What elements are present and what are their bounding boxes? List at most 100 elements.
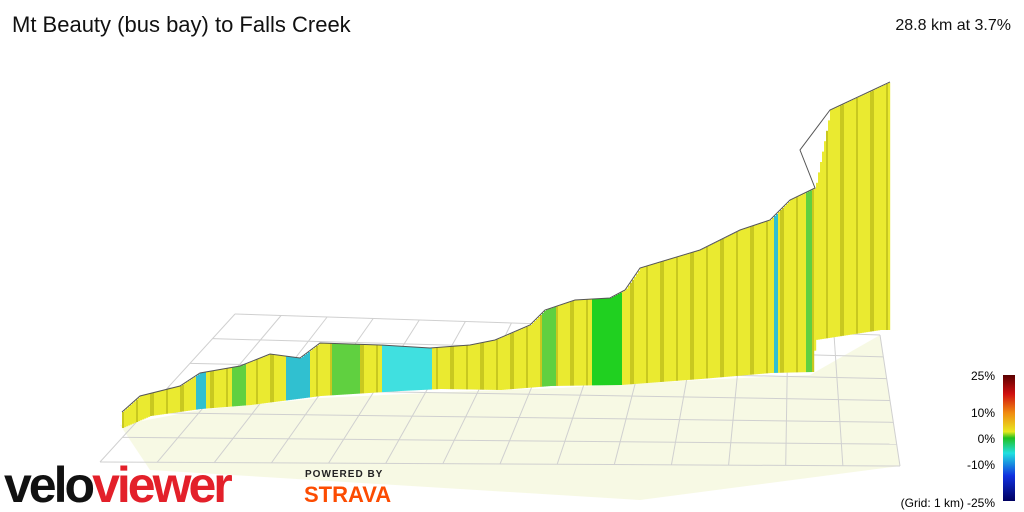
grid-line (122, 436, 897, 445)
ribbon-slice (338, 343, 341, 395)
ribbon-slice (740, 230, 743, 376)
ribbon-slice (580, 299, 583, 386)
ribbon-slice (278, 355, 281, 402)
ribbon-slice (236, 366, 239, 407)
ribbon-slice (424, 347, 427, 390)
ribbon-slice (582, 299, 585, 386)
ribbon-slice (302, 356, 305, 399)
ribbon-slice (308, 352, 311, 398)
ribbon-slice (446, 346, 449, 390)
ribbon-slice (868, 92, 871, 332)
grid-line (99, 461, 901, 467)
ribbon-slice (768, 220, 771, 374)
ribbon-slice (722, 239, 725, 378)
ribbon-slice (190, 379, 193, 411)
ribbon-slice (766, 221, 769, 374)
ribbon-slice (784, 206, 787, 373)
ribbon-slice (676, 257, 679, 381)
ribbon-slice (418, 347, 421, 391)
ribbon-slice (234, 367, 237, 407)
ribbon-slice (628, 285, 631, 385)
ribbon-slice (592, 299, 595, 386)
title: Mt Beauty (bus bay) to Falls Creek (12, 12, 352, 37)
ribbon-slice (214, 370, 217, 408)
ribbon-slice (626, 288, 629, 385)
partner-logo: STRAVA (304, 482, 391, 507)
ribbon-slice (836, 107, 839, 337)
ribbon-slice (624, 290, 627, 385)
ribbon-slice (842, 104, 845, 336)
scale-label: -10% (967, 458, 995, 472)
ribbon-slice (724, 238, 727, 377)
ribbon-slice (170, 388, 173, 414)
ribbon-slice (820, 162, 823, 340)
ribbon-slice (858, 96, 861, 334)
ribbon-slice (148, 394, 151, 417)
ribbon-slice (540, 315, 543, 387)
elevation-ribbon (121, 81, 891, 428)
ribbon-slice (264, 356, 267, 404)
ribbon-slice (698, 250, 701, 380)
logo-part: viewer (92, 457, 232, 512)
ribbon-slice (262, 357, 265, 404)
ribbon-slice (292, 356, 295, 400)
ribbon-slice (354, 344, 357, 394)
ribbon-slice (370, 344, 373, 393)
ribbon-slice (228, 368, 231, 407)
ribbon-slice (366, 344, 369, 394)
ribbon-slice (838, 106, 841, 337)
ribbon-slice (444, 346, 447, 390)
ribbon-slice (710, 245, 713, 379)
ribbon-slice (844, 103, 847, 336)
ribbon-slice (474, 344, 477, 390)
ribbon-slice (244, 364, 247, 406)
ribbon-slice (172, 388, 175, 413)
ribbon-slice (648, 265, 651, 383)
ribbon-slice (684, 254, 687, 381)
ribbon-slice (496, 339, 499, 390)
ribbon-slice (314, 347, 317, 397)
ribbon-slice (322, 343, 325, 396)
ribbon-slice (282, 355, 285, 401)
ribbon-slice (764, 222, 767, 374)
ribbon-slice (630, 282, 633, 385)
ribbon-slice (180, 386, 183, 412)
ribbon-slice (484, 342, 487, 390)
ribbon-slice (412, 346, 415, 391)
ribbon-slice (152, 393, 155, 416)
ribbon-slice (528, 325, 531, 388)
ribbon-slice (802, 194, 805, 373)
ribbon-slice (124, 410, 127, 428)
ribbon-slice (754, 225, 757, 375)
ribbon-slice (770, 220, 773, 373)
ribbon-slice (454, 346, 457, 390)
ribbon-slice (130, 404, 133, 425)
ribbon-slice (696, 251, 699, 380)
ribbon-slice (516, 331, 519, 389)
ribbon-slice (670, 259, 673, 382)
ribbon-slice (490, 341, 493, 390)
ribbon-slice (294, 357, 297, 400)
ribbon-slice (668, 259, 671, 382)
gradient-scale (1003, 375, 1015, 501)
ribbon-slice (224, 368, 227, 408)
ribbon-slice (848, 101, 851, 335)
ribbon-slice (822, 151, 825, 339)
ribbon-slice (468, 345, 471, 390)
ribbon-slice (154, 392, 157, 416)
ribbon-slice (374, 344, 377, 393)
ribbon-slice (316, 346, 319, 397)
ribbon-slice (846, 102, 849, 336)
ribbon-slice (636, 273, 639, 384)
ribbon-slice (692, 252, 695, 380)
ribbon-slice (538, 317, 541, 387)
ribbon-slice (730, 235, 733, 377)
ribbon-slice (492, 340, 495, 390)
ribbon-slice (150, 393, 153, 416)
logo: veloviewer (4, 457, 232, 512)
ribbon-slice (348, 343, 351, 395)
ribbon-slice (646, 266, 649, 384)
ribbon-slice (436, 347, 439, 390)
ribbon-slice (806, 192, 809, 373)
